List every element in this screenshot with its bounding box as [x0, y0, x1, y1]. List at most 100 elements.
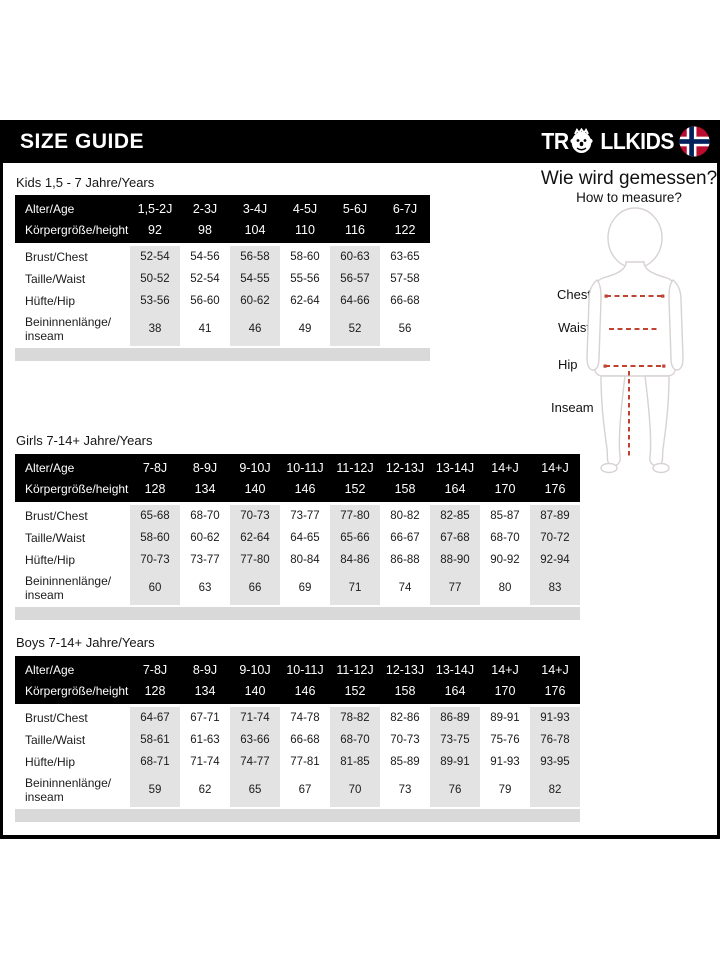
row-label: Hüfte/Hip — [25, 553, 76, 567]
table-cell: 91-93 — [490, 756, 520, 768]
table-header-row: Alter/Age 7-8J 8-9J 9-10J 10-11J 11-12J 12-13J… — [15, 457, 580, 478]
table-row: Hüfte/Hip 70-73 73-77 77-80 80-84 84-86 86-88 8… — [15, 549, 580, 571]
table-cell: 64-65 — [290, 532, 320, 544]
header-cell: 176 — [544, 481, 566, 496]
figure-left-foot — [600, 462, 618, 474]
header-cell: 158 — [394, 683, 416, 698]
header-cell: 6-7J — [392, 201, 418, 216]
table-row: Brust/Chest 65-68 68-70 70-73 73-77 77-80 80-8… — [15, 505, 580, 527]
table-cell: 53-56 — [130, 290, 180, 312]
table-cell: 70 — [330, 773, 380, 807]
header-cell: 134 — [194, 683, 216, 698]
table-cell: 57-58 — [390, 273, 420, 285]
table-cell: 76-78 — [530, 729, 580, 751]
table-footer-strip — [15, 607, 580, 620]
table-cell: 73 — [398, 784, 412, 796]
table-row: Beininnenlänge/ inseam 38 41 46 49 52 56 — [15, 312, 430, 346]
header-cell: 140 — [244, 683, 266, 698]
table-cell: 68-71 — [130, 751, 180, 773]
table-cell: 74-77 — [230, 751, 280, 773]
header-cell: 122 — [394, 222, 416, 237]
row-label: Beininnenlänge/ inseam — [25, 315, 112, 343]
header-cell: 146 — [294, 683, 316, 698]
row-label: Taille/Waist — [25, 733, 86, 747]
table-cell: 82-85 — [430, 505, 480, 527]
age-row-label: Alter/Age — [25, 460, 75, 475]
table-cell: 63 — [198, 582, 212, 594]
table-row: Brust/Chest 52-54 54-56 56-58 58-60 60-63 63-6… — [15, 246, 430, 268]
frame-bottom-rule — [0, 835, 720, 839]
table-cell: 56-58 — [230, 246, 280, 268]
header-cell: 10-11J — [286, 460, 324, 475]
table-cell: 68-70 — [190, 510, 220, 522]
table-header-row: Alter/Age 1,5-2J 2-3J 3-4J 4-5J 5-6J 6-7J — [15, 198, 430, 219]
table-cell: 54-55 — [230, 268, 280, 290]
row-label: Brust/Chest — [25, 509, 88, 523]
header-cell: 140 — [244, 481, 266, 496]
header-cell: 134 — [194, 481, 216, 496]
table-row: Beininnenlänge/ inseam 59 62 65 67 70 73 76 79 82 — [15, 773, 580, 807]
table-cell: 49 — [298, 323, 312, 335]
header-cell: 1,5-2J — [137, 201, 173, 216]
figure-right-foot — [652, 462, 670, 474]
size-table-boys: Alter/Age 7-8J 8-9J 9-10J 10-11J 11-12J 12-13J… — [15, 656, 580, 822]
row-label: Beininnenlänge/ inseam — [25, 776, 112, 804]
table-cell: 89-91 — [430, 751, 480, 773]
table-cell: 76 — [430, 773, 480, 807]
header-cell: 14+J — [491, 460, 519, 475]
header-cell: 152 — [344, 481, 366, 496]
table-cell: 73-77 — [290, 510, 320, 522]
table-cell: 78-82 — [330, 707, 380, 729]
table-cell: 60-63 — [330, 246, 380, 268]
table-cell: 52-54 — [190, 273, 220, 285]
size-table-girls: Alter/Age 7-8J 8-9J 9-10J 10-11J 11-12J 12-13J… — [15, 454, 580, 620]
table-cell: 60 — [130, 571, 180, 605]
header-cell: 8-9J — [192, 662, 218, 677]
chest-label: Chest — [557, 287, 591, 302]
table-cell: 54-56 — [190, 251, 220, 263]
table-cell: 83 — [530, 571, 580, 605]
brand-text-suffix: LLKIDS — [600, 128, 674, 154]
troll-face-icon — [570, 128, 593, 153]
table-cell: 63-66 — [230, 729, 280, 751]
header-cell: 128 — [144, 481, 166, 496]
header-cell: 110 — [295, 222, 315, 237]
header-cell: 13-14J — [435, 460, 475, 475]
header-cell: 176 — [544, 683, 566, 698]
table-cell: 86-89 — [430, 707, 480, 729]
table-row: Brust/Chest 64-67 67-71 71-74 74-78 78-82 82-8… — [15, 707, 580, 729]
age-row-label: Alter/Age — [25, 201, 75, 216]
frame-border-right — [717, 120, 720, 839]
header-cell: 10-11J — [286, 662, 324, 677]
table-cell: 85-87 — [490, 510, 520, 522]
table-cell: 60-62 — [230, 290, 280, 312]
table-cell: 91-93 — [530, 707, 580, 729]
table-cell: 77-81 — [290, 756, 320, 768]
table-cell: 56-60 — [190, 295, 220, 307]
table-header: Alter/Age 7-8J 8-9J 9-10J 10-11J 11-12J 12-13J… — [15, 656, 580, 704]
height-row-label: Körpergröße/height — [25, 222, 129, 237]
table-cell: 89-91 — [490, 712, 520, 724]
table-cell: 82-86 — [390, 712, 420, 724]
header-cell: 4-5J — [292, 201, 318, 216]
table-cell: 69 — [298, 582, 312, 594]
section-title-kids: Kids 1,5 - 7 Jahre/Years — [16, 175, 155, 190]
table-cell: 80-82 — [390, 510, 420, 522]
table-row: Hüfte/Hip 68-71 71-74 74-77 77-81 81-85 85-89 8… — [15, 751, 580, 773]
body-outline-figure — [586, 207, 684, 474]
table-cell: 52 — [330, 312, 380, 346]
table-cell: 80-84 — [290, 554, 320, 566]
table-cell: 90-92 — [490, 554, 520, 566]
table-cell: 75-76 — [490, 734, 520, 746]
table-cell: 84-86 — [330, 549, 380, 571]
section-title-girls: Girls 7-14+ Jahre/Years — [16, 433, 153, 448]
table-cell: 65-66 — [330, 527, 380, 549]
header-cell: 128 — [144, 683, 166, 698]
table-cell: 85-89 — [390, 756, 420, 768]
header-cell: 116 — [345, 222, 365, 237]
table-cell: 56-57 — [330, 268, 380, 290]
table-header: Alter/Age 1,5-2J 2-3J 3-4J 4-5J 5-6J 6-7J Körpe… — [15, 195, 430, 243]
table-cell: 77-80 — [230, 549, 280, 571]
table-cell: 73-77 — [190, 554, 220, 566]
table-cell: 79 — [498, 784, 512, 796]
